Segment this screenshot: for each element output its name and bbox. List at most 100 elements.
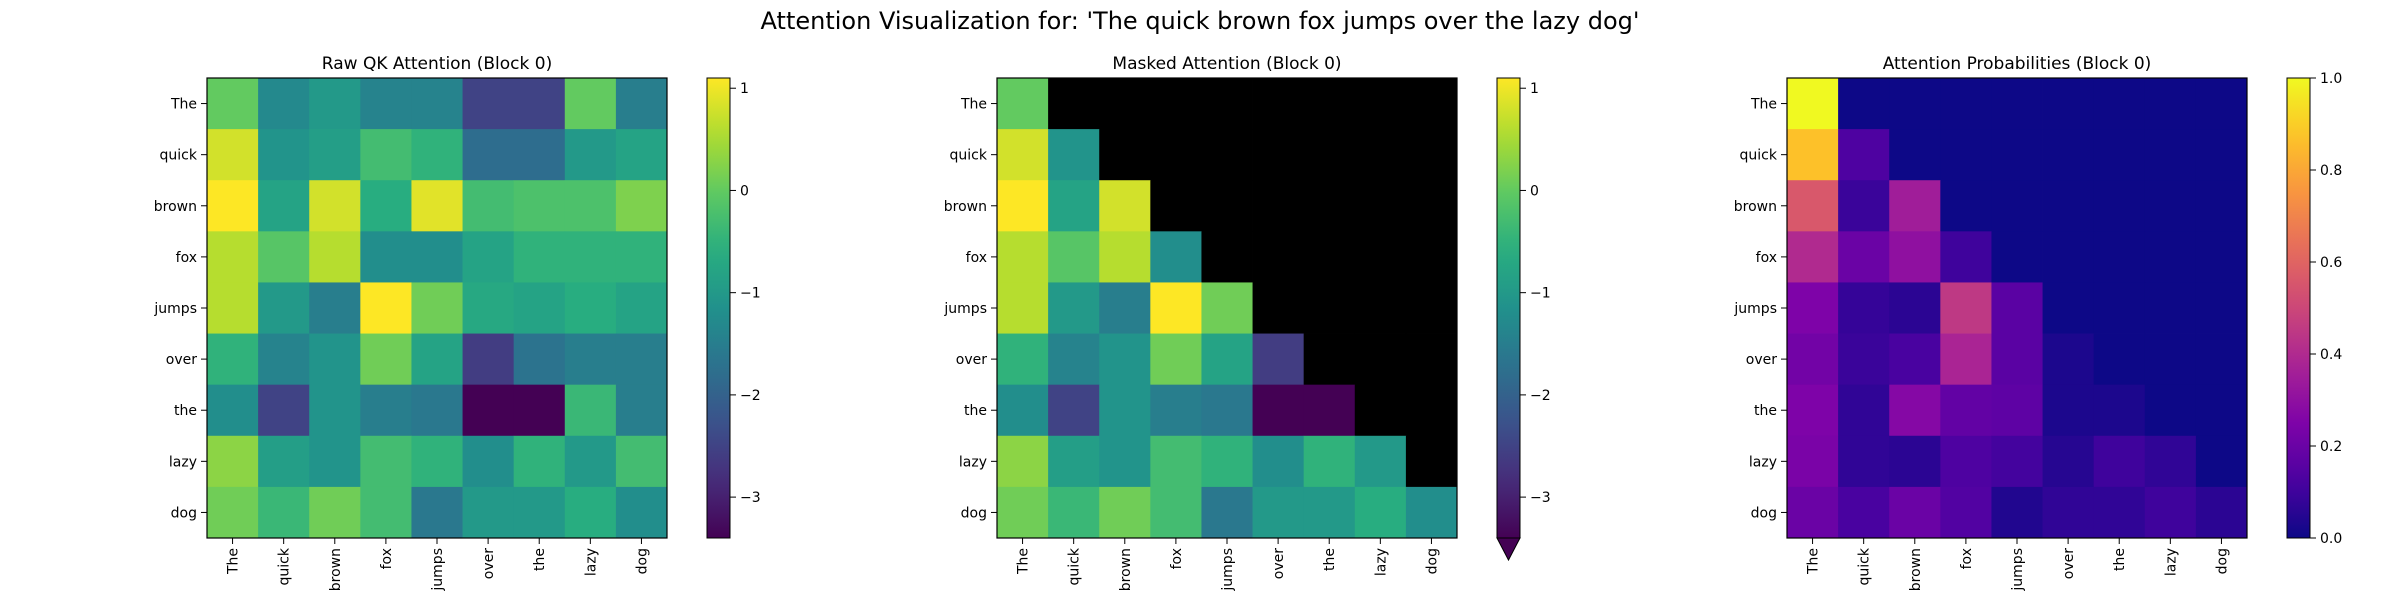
heatmap-cell bbox=[2093, 231, 2146, 283]
heatmap-cell bbox=[2042, 384, 2095, 437]
heatmap-cell bbox=[1940, 435, 1992, 488]
heatmap-cell bbox=[411, 129, 463, 181]
colorbar-tick-label: 1 bbox=[1530, 81, 1539, 97]
heatmap-cell bbox=[1201, 180, 1253, 232]
heatmap-cell bbox=[309, 333, 361, 386]
heatmap-cell bbox=[1303, 333, 1356, 386]
y-tick-label: The bbox=[170, 97, 197, 113]
heatmap-cell bbox=[997, 384, 1049, 437]
heatmap-cell bbox=[1354, 180, 1407, 232]
heatmap-cell bbox=[258, 384, 310, 437]
heatmap-cell bbox=[1405, 282, 1458, 334]
heatmap-cell bbox=[2093, 435, 2146, 488]
heatmap-cell bbox=[1787, 435, 1839, 488]
heatmap-cell bbox=[1048, 78, 1100, 130]
heatmap-cell bbox=[309, 129, 361, 181]
colorbar-tick-label: 1.0 bbox=[2320, 71, 2342, 87]
heatmap-cell bbox=[1252, 282, 1305, 334]
colorbar bbox=[2287, 78, 2310, 538]
heatmap-cell bbox=[1838, 231, 1890, 283]
heatmap-cell bbox=[258, 180, 310, 232]
colorbar-extend-arrow bbox=[1496, 537, 1521, 562]
heatmap-cell bbox=[462, 486, 515, 539]
x-tick-label: jumps bbox=[430, 548, 446, 592]
heatmap-cell bbox=[1048, 384, 1100, 437]
heatmap-cell bbox=[1201, 435, 1253, 488]
heatmap-cell bbox=[2093, 333, 2146, 386]
heatmap-cell bbox=[258, 435, 310, 488]
heatmap-cell bbox=[1201, 384, 1253, 437]
x-tick-label: brown bbox=[1908, 548, 1924, 591]
y-tick-label: fox bbox=[176, 250, 197, 266]
x-tick-label: dog bbox=[2214, 548, 2230, 574]
heatmap-cell bbox=[1150, 384, 1202, 437]
heatmap-cell bbox=[411, 282, 463, 334]
heatmap-cell bbox=[207, 486, 259, 539]
heatmap-cell bbox=[207, 231, 259, 283]
heatmap-cell bbox=[207, 282, 259, 334]
heatmap-cell bbox=[564, 78, 617, 130]
heatmap-cell bbox=[360, 333, 412, 386]
heatmap-cell bbox=[1201, 231, 1253, 283]
y-tick-label: the bbox=[964, 403, 987, 419]
heatmap-cell bbox=[1252, 384, 1305, 437]
heatmap-cell bbox=[997, 180, 1049, 232]
colorbar-tick-label: −3 bbox=[740, 490, 761, 506]
y-tick-label: the bbox=[1754, 403, 1777, 419]
heatmap-cell bbox=[1838, 486, 1890, 539]
heatmap-cell bbox=[1940, 384, 1992, 437]
heatmap-cell bbox=[1354, 231, 1407, 283]
x-tick-label: brown bbox=[1118, 548, 1134, 591]
heatmap-cell bbox=[411, 180, 463, 232]
heatmap-cell bbox=[615, 435, 668, 488]
heatmap-cell bbox=[564, 129, 617, 181]
colorbar-tick-label: 0.0 bbox=[2320, 531, 2342, 547]
heatmap-cell bbox=[1787, 231, 1839, 283]
heatmap-cell bbox=[1150, 180, 1202, 232]
heatmap-cell bbox=[564, 435, 617, 488]
heatmap-cell bbox=[1838, 78, 1890, 130]
heatmap-cell bbox=[1940, 180, 1992, 232]
panel-title: Attention Probabilities (Block 0) bbox=[1883, 54, 2152, 74]
heatmap-cell bbox=[207, 333, 259, 386]
heatmap-cell bbox=[1991, 231, 2043, 283]
heatmap-cell bbox=[1354, 333, 1407, 386]
heatmap-cell bbox=[1150, 282, 1202, 334]
heatmap-cell bbox=[1099, 129, 1151, 181]
heatmap-cell bbox=[1991, 333, 2043, 386]
y-tick-label: brown bbox=[1734, 199, 1777, 215]
x-tick-label: the bbox=[2112, 548, 2128, 571]
heatmap-cell bbox=[2042, 180, 2095, 232]
heatmap-cell bbox=[615, 78, 668, 130]
heatmap-cell bbox=[1150, 435, 1202, 488]
heatmap-cell bbox=[1252, 180, 1305, 232]
y-tick-label: over bbox=[1746, 352, 1777, 368]
heatmap-cell bbox=[2195, 231, 2248, 283]
heatmap-cell bbox=[997, 282, 1049, 334]
heatmap-cell bbox=[1354, 384, 1407, 437]
heatmap-cell bbox=[513, 333, 566, 386]
heatmap-cell bbox=[1048, 435, 1100, 488]
heatmap-cell bbox=[1048, 231, 1100, 283]
heatmap-cell bbox=[360, 180, 412, 232]
heatmap-cell bbox=[1405, 333, 1458, 386]
heatmap-cell bbox=[2093, 129, 2146, 181]
heatmap-cell bbox=[462, 78, 515, 130]
heatmap-cell bbox=[1048, 333, 1100, 386]
heatmap-cell bbox=[1405, 180, 1458, 232]
heatmap-cell bbox=[2144, 282, 2197, 334]
heatmap-cell bbox=[207, 78, 259, 130]
heatmap-cell bbox=[411, 435, 463, 488]
heatmap-cell bbox=[1048, 486, 1100, 539]
colorbar-frame bbox=[706, 77, 731, 539]
heatmap-cell bbox=[513, 384, 566, 437]
x-tick-label: lazy bbox=[2163, 548, 2179, 576]
heatmap-cell bbox=[411, 486, 463, 539]
x-tick-label: over bbox=[1271, 548, 1287, 579]
heatmap-cell bbox=[411, 333, 463, 386]
heatmap-cell bbox=[309, 486, 361, 539]
heatmap-cell bbox=[2042, 78, 2095, 130]
colorbar-tick-label: −3 bbox=[1530, 490, 1551, 506]
heatmap-cell bbox=[411, 78, 463, 130]
heatmap-cell bbox=[2144, 78, 2197, 130]
